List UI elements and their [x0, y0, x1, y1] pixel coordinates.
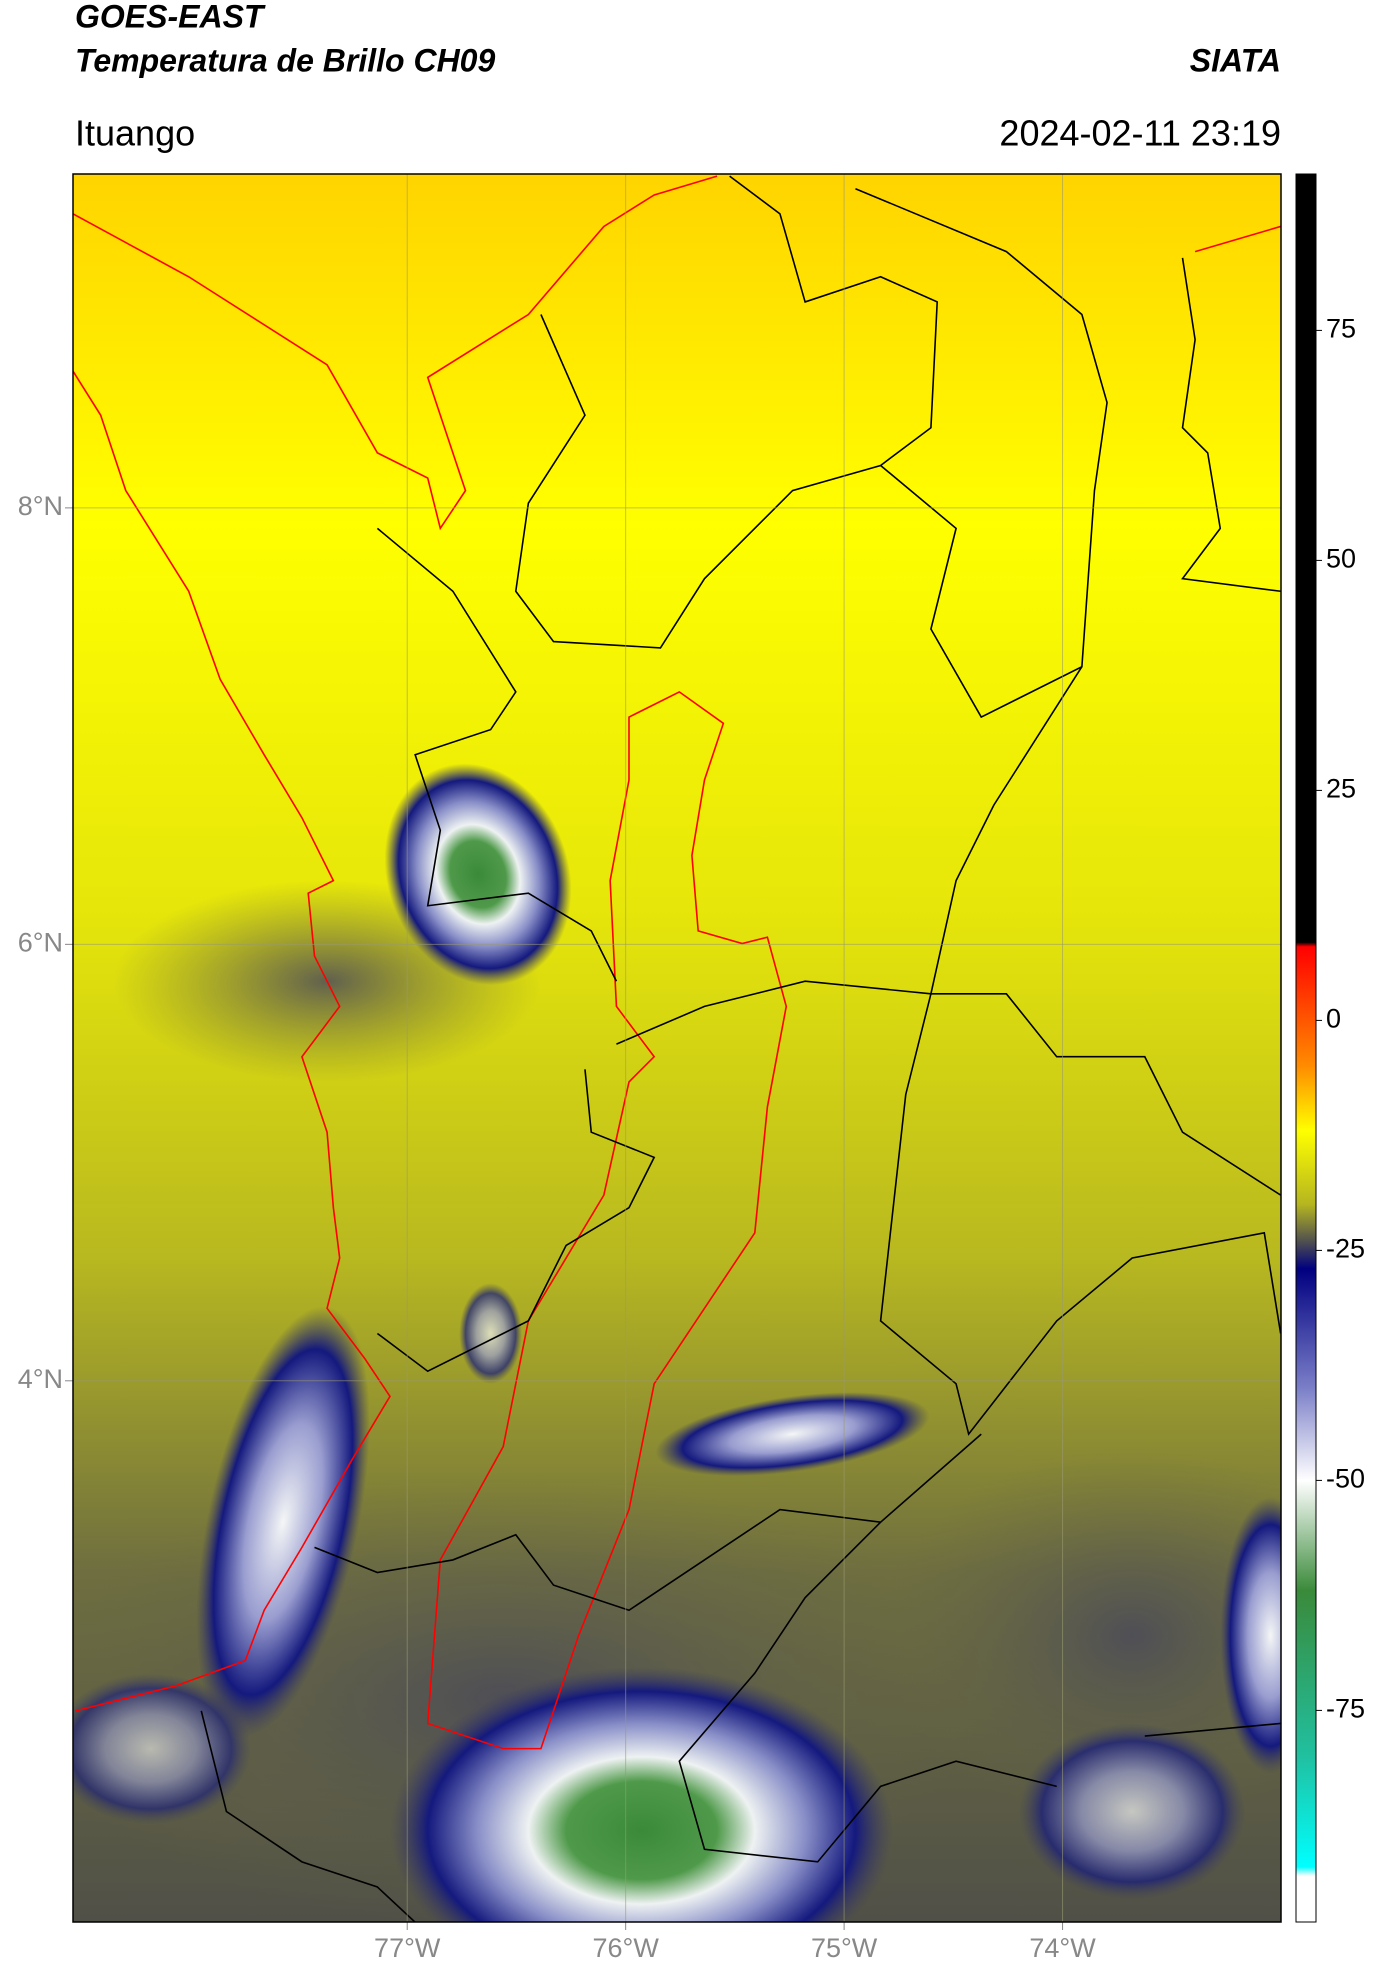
- y-tick-label: 8°N: [18, 491, 63, 521]
- brand: SIATA: [1190, 42, 1281, 78]
- colorbar-label: -75: [1326, 1694, 1365, 1724]
- title: GOES-EAST: [75, 0, 266, 34]
- boundary: [1145, 1723, 1281, 1736]
- coastline: [73, 371, 390, 1711]
- coastline: [73, 176, 717, 528]
- storm-cell: [390, 1666, 894, 1922]
- map: [73, 174, 1281, 1922]
- boundary: [315, 1434, 982, 1610]
- colorbar-label: 50: [1326, 544, 1356, 574]
- datetime: 2024-02-11 23:19: [999, 113, 1281, 154]
- subtitle: Temperatura de Brillo CH09: [75, 42, 495, 78]
- x-tick-label: 77°W: [374, 1933, 441, 1963]
- boundary: [1183, 258, 1281, 591]
- colorbar-label: -25: [1326, 1234, 1365, 1264]
- boundary: [616, 981, 1280, 1195]
- basin-outline: [428, 692, 787, 1749]
- boundary: [201, 1711, 415, 1922]
- storm-cell: [1018, 1723, 1246, 1900]
- map-features: [73, 176, 1281, 1922]
- colorbar-label: -50: [1326, 1464, 1365, 1494]
- boundary: [855, 189, 1107, 717]
- region: Ituango: [75, 113, 195, 154]
- axes: 77°W 76°W 75°W 74°W 8°N 6°N 4°N 75 50 25 0 -25 -50 -7…: [18, 174, 1365, 1963]
- boundary: [516, 176, 937, 648]
- y-tick-label: 6°N: [18, 927, 63, 957]
- colorbar-label: 0: [1326, 1004, 1341, 1034]
- storm-band: [196, 1306, 370, 1739]
- boundary: [377, 528, 616, 981]
- storm-cell: [1220, 1497, 1281, 1774]
- storm-band: [655, 1392, 930, 1477]
- cloud: [880, 1446, 1281, 1825]
- x-tick-label: 76°W: [593, 1933, 660, 1963]
- coastline: [1195, 226, 1281, 251]
- colorbar-label: 25: [1326, 774, 1356, 804]
- x-tick-label: 75°W: [811, 1933, 878, 1963]
- x-tick-label: 74°W: [1029, 1933, 1096, 1963]
- boundary: [679, 1522, 1056, 1862]
- colorbar-label: 75: [1326, 314, 1356, 344]
- storm-cell: [384, 763, 572, 986]
- colorbar: [1295, 173, 1317, 1923]
- storm-cell: [459, 1283, 523, 1384]
- storm-cell: [73, 1673, 252, 1825]
- boundary: [881, 667, 1281, 1434]
- y-tick-label: 4°N: [18, 1364, 63, 1394]
- boundary: [377, 1069, 654, 1371]
- map-frame: [72, 173, 1282, 1923]
